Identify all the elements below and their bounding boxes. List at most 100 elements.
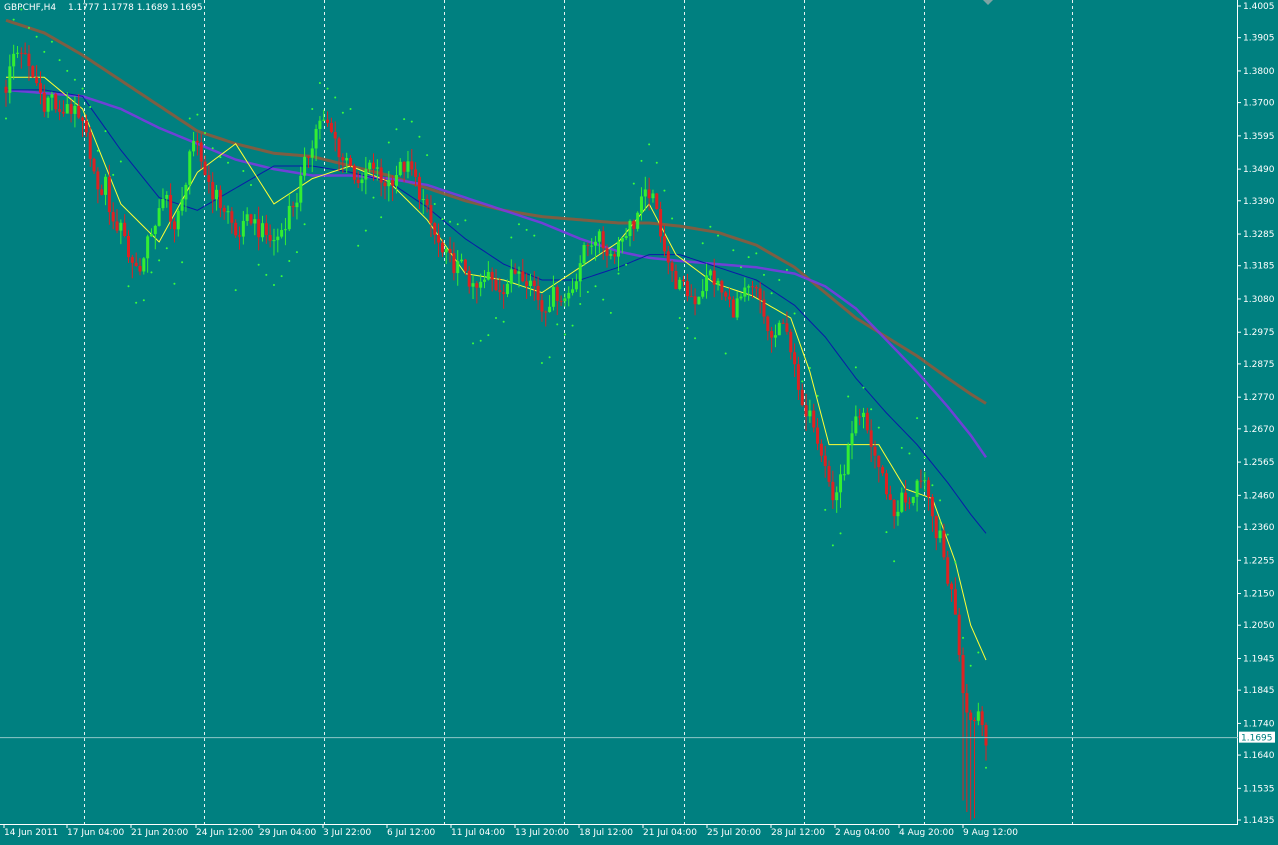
candle-body: [670, 262, 674, 271]
psar-dot: [250, 183, 252, 186]
psar-dot: [602, 298, 605, 301]
candle-body: [632, 220, 636, 229]
candle-body: [819, 443, 823, 456]
candle-body: [410, 161, 414, 170]
candle-body: [15, 52, 19, 54]
psar-dot: [571, 324, 574, 327]
y-tick-label: 1.3185: [1243, 262, 1275, 272]
y-tick-label: 1.2670: [1243, 425, 1275, 435]
psar-dot: [586, 291, 589, 294]
candle-body: [322, 119, 326, 121]
candle-body: [272, 240, 276, 242]
grid-layer: [84, 0, 1073, 824]
psar-dot: [609, 311, 612, 314]
candle-body: [923, 480, 927, 482]
candle-body: [567, 292, 571, 299]
candle-body: [548, 306, 552, 312]
candle-body: [574, 281, 578, 290]
candle-body: [195, 140, 199, 143]
candle-body: [888, 494, 892, 500]
y-tick-label: 1.3390: [1243, 197, 1275, 207]
chart-symbol-label: GBPCHF,H4: [4, 3, 56, 13]
candle-body: [130, 257, 134, 263]
time-axis[interactable]: 14 Jun 2011 17 Jun 04:00 21 Jun 20:00 24 Ju…: [3, 824, 1018, 838]
psar-dot: [732, 249, 735, 252]
psar-dot: [762, 273, 765, 276]
candle-body: [517, 271, 521, 274]
candle-body: [892, 499, 896, 517]
candle-body: [157, 208, 161, 226]
candle-body: [149, 234, 153, 237]
psar-dot: [877, 426, 880, 429]
y-tick-label: 1.2255: [1243, 556, 1275, 566]
candle-body: [712, 270, 716, 285]
psar-dot: [985, 766, 987, 769]
candle-body: [528, 280, 532, 286]
candle-body: [950, 583, 954, 590]
price-axis[interactable]: 1.4005 1.3905 1.3800 1.3700 1.3595 1.3490 1.33…: [1238, 2, 1275, 826]
candle-body: [942, 530, 946, 558]
current-price-label: 1.1695: [1241, 734, 1273, 744]
psar-dot: [617, 272, 620, 275]
candle-body: [919, 480, 923, 482]
candle-body: [287, 205, 291, 230]
candle-body: [781, 322, 785, 324]
candle-body: [444, 249, 448, 253]
candle-body: [927, 480, 931, 498]
candle-body: [111, 212, 115, 222]
candle-body: [532, 280, 536, 286]
candle-body: [800, 389, 804, 406]
candle-body: [417, 176, 421, 200]
candle-body: [421, 199, 425, 201]
candle-body: [777, 322, 781, 336]
candle-body: [61, 111, 65, 114]
candle-body: [563, 298, 567, 302]
candle-body: [471, 283, 475, 287]
candle-body: [827, 466, 831, 482]
candle-body: [452, 253, 456, 274]
psar-dot: [181, 261, 184, 264]
psar-dot: [73, 78, 76, 81]
candle-body: [505, 283, 509, 295]
candle-body: [188, 151, 192, 185]
candle-body: [115, 221, 119, 231]
candle-body: [494, 279, 498, 290]
candle-body: [716, 280, 720, 285]
psar-dot: [517, 223, 520, 226]
psar-dot: [709, 225, 712, 228]
psar-dot: [962, 636, 965, 639]
psar-dot: [326, 87, 329, 90]
candle-body: [406, 161, 410, 172]
chart-shift-marker-icon[interactable]: [983, 0, 993, 5]
candle-body: [352, 165, 356, 180]
candle-body: [46, 97, 50, 112]
candle-body: [372, 162, 375, 169]
candle-body: [391, 180, 395, 186]
candle-body: [192, 140, 196, 152]
candle-body: [77, 106, 81, 118]
candle-body: [58, 109, 62, 112]
psar-dot: [449, 220, 452, 223]
psar-dot: [808, 367, 811, 370]
candle-body: [295, 202, 299, 208]
psar-dot: [778, 278, 781, 281]
psar-dot: [916, 417, 919, 420]
psar-dot: [441, 218, 444, 221]
candle-body: [490, 271, 494, 280]
candle-body: [475, 283, 479, 288]
x-tick-label: 6 Jul 12:00: [387, 828, 436, 838]
psar-dot: [380, 216, 383, 219]
psar-dot: [364, 229, 367, 232]
candle-body: [682, 279, 686, 282]
psar-dot: [318, 81, 321, 84]
candle-body: [946, 557, 950, 584]
candle-body: [731, 299, 735, 318]
candle-body: [260, 223, 264, 238]
candle-body: [283, 229, 287, 231]
candle-body: [383, 182, 387, 187]
psar-dot: [288, 259, 291, 262]
candle-body: [467, 270, 471, 287]
candle-body: [123, 222, 127, 237]
